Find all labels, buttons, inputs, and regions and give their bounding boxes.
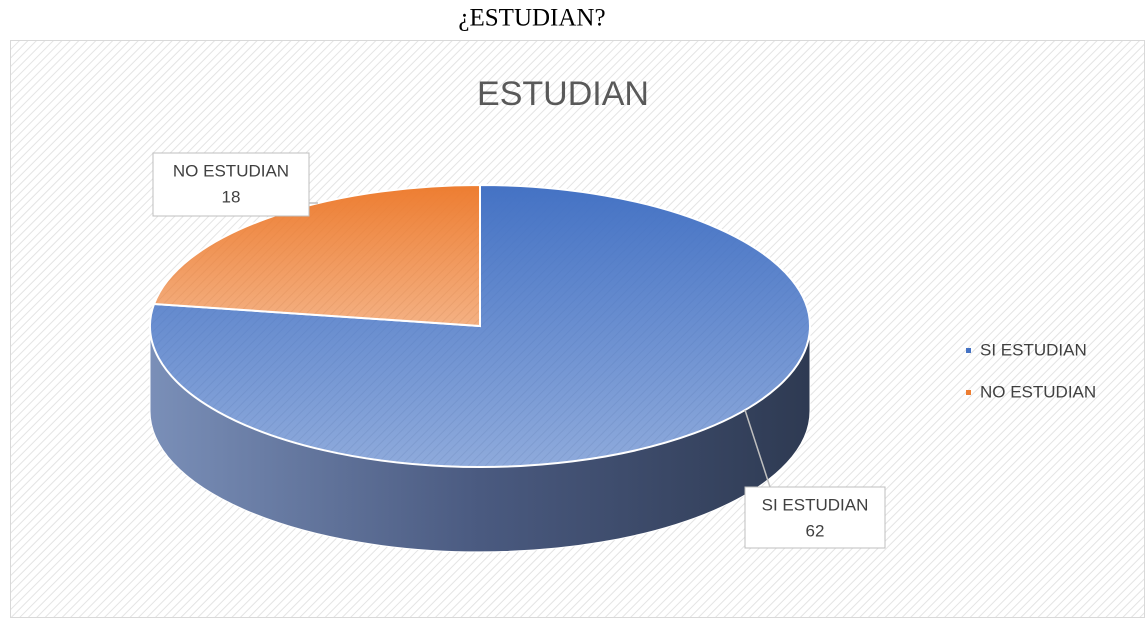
data-label-category: NO ESTUDIAN [173, 161, 289, 180]
chart-title: ESTUDIAN [477, 75, 649, 113]
caption: ¿ESTUDIAN? [458, 5, 605, 32]
pie-slice [152, 183, 481, 328]
data-label-value: 62 [806, 521, 825, 540]
data-label-box [152, 152, 310, 217]
data-label-box [744, 486, 886, 549]
legend-label: NO ESTUDIAN [980, 382, 1096, 401]
leader-line [744, 409, 771, 488]
data-label-value: 18 [222, 187, 241, 206]
legend-label: SI ESTUDIAN [980, 340, 1087, 359]
legend-marker [966, 390, 971, 395]
legend-marker [966, 348, 971, 353]
data-label-category: SI ESTUDIAN [762, 495, 869, 514]
pie [149, 183, 811, 553]
